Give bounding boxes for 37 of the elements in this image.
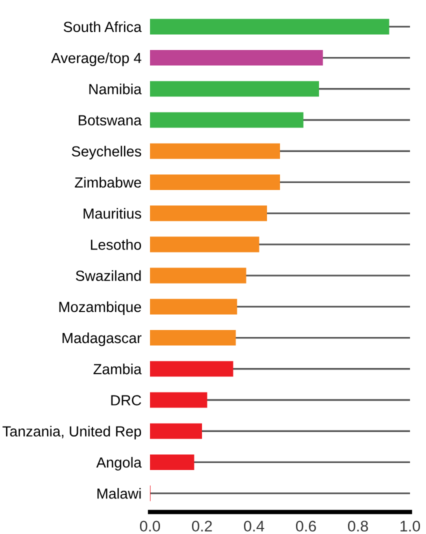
bar <box>150 423 202 439</box>
x-tick-label: 1.0 <box>400 520 420 532</box>
bar <box>150 174 280 190</box>
bar <box>150 361 234 377</box>
y-tick-label: Malawi <box>97 488 141 499</box>
x-tick-label: 0.0 <box>140 520 160 532</box>
y-tick-label: Botswana <box>78 115 142 126</box>
x-tick-label: 0.2 <box>192 520 212 532</box>
x-tick-label: 0.8 <box>348 520 368 532</box>
bar <box>150 330 236 346</box>
y-tick-label: Madagascar <box>62 332 142 346</box>
x-tick-label: 0.4 <box>244 520 264 532</box>
bar <box>150 298 238 314</box>
y-tick-label: Swaziland <box>76 270 141 281</box>
bar <box>150 268 246 284</box>
y-tick-label: Zambia <box>94 364 142 374</box>
y-tick-label: Tanzania, United Rep <box>2 426 142 440</box>
y-tick-label: South Africa <box>64 21 142 32</box>
y-tick-label: Average/top 4 <box>51 52 142 66</box>
bar <box>150 236 260 252</box>
bar <box>150 18 390 34</box>
y-tick-label: Seychelles <box>72 146 142 160</box>
y-tick-label: Mozambique <box>59 301 142 315</box>
y-tick-label: Lesotho <box>90 239 142 250</box>
bar <box>150 392 208 408</box>
bar <box>150 143 280 159</box>
bar <box>150 206 267 222</box>
bar <box>150 81 319 97</box>
y-tick-label: Zimbabwe <box>74 176 142 188</box>
y-tick-label: Namibia <box>89 84 142 94</box>
bar <box>150 112 304 128</box>
bar <box>150 454 194 470</box>
bar <box>150 50 323 66</box>
y-tick-label: DRC <box>111 395 142 406</box>
x-tick-label: 0.6 <box>296 520 316 532</box>
y-tick-label: Angola <box>96 456 142 471</box>
y-tick-label: Mauritius <box>84 208 142 219</box>
